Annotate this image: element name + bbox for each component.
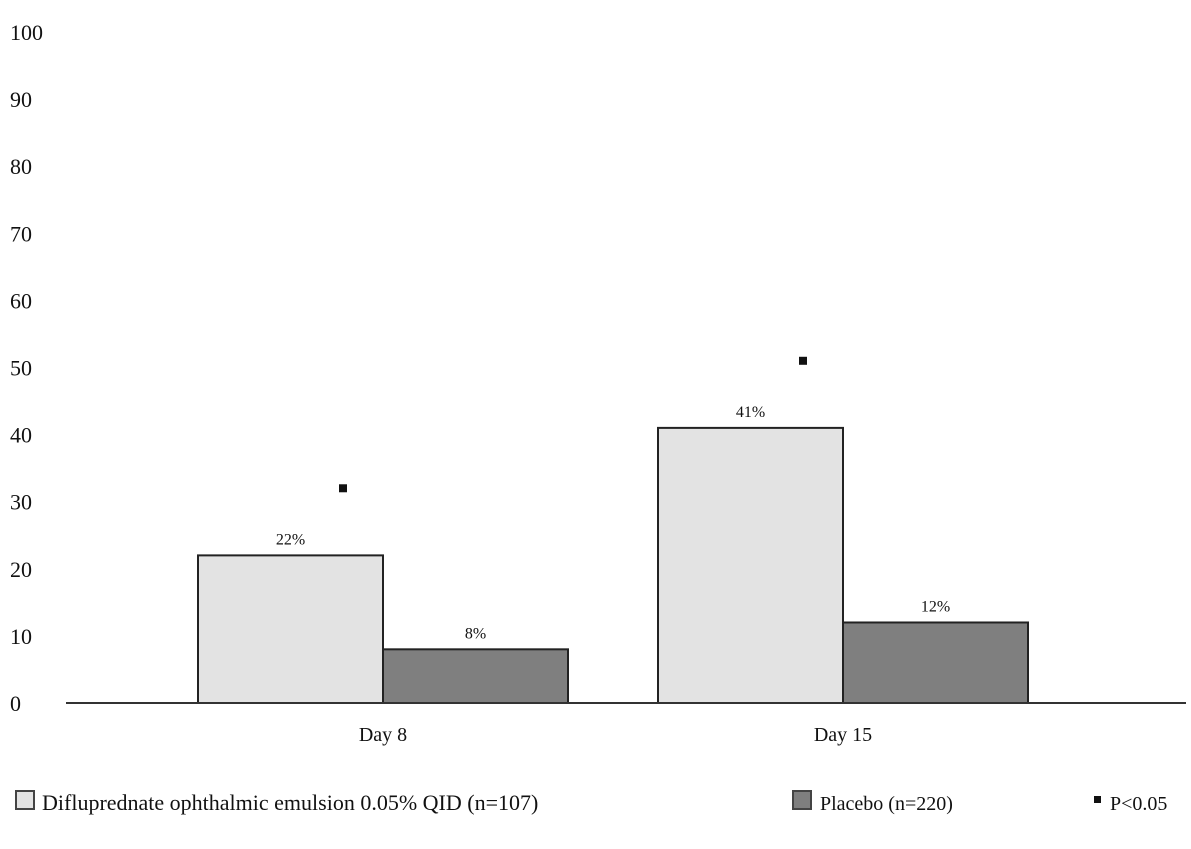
y-tick-label: 10 — [10, 624, 32, 649]
data-label: 41% — [736, 404, 765, 421]
legend-significance-label: P<0.05 — [1110, 793, 1167, 815]
placebo-bar — [842, 621, 1029, 704]
x-axis: Day 8 Day 15 — [66, 702, 1186, 746]
y-tick-label: 60 — [10, 288, 32, 313]
y-tick-label: 20 — [10, 557, 32, 582]
significance-marker — [799, 356, 807, 365]
legend-label-difluprednate: Difluprednate ophthalmic emulsion 0.05% … — [42, 790, 538, 815]
y-tick-label: 0 — [10, 691, 21, 716]
bars — [197, 426, 1029, 705]
x-tick-label: Day 15 — [814, 724, 872, 746]
significance-markers — [339, 356, 807, 493]
difluprednate-bar — [657, 426, 844, 704]
legend-significance-marker — [1094, 796, 1101, 803]
y-tick-label: 90 — [10, 87, 32, 112]
y-axis: 0 10 20 30 40 50 60 70 80 90 100 — [10, 20, 43, 716]
y-tick-label: 30 — [10, 490, 32, 515]
legend-swatch-difluprednate — [15, 790, 35, 810]
difluprednate-bar — [197, 554, 384, 704]
y-tick-label: 40 — [10, 423, 32, 448]
y-tick-label: 100 — [10, 20, 43, 45]
placebo-bar — [382, 648, 569, 705]
legend: Difluprednate ophthalmic emulsion 0.05% … — [15, 790, 1167, 815]
y-tick-label: 80 — [10, 154, 32, 179]
data-label: 22% — [276, 531, 305, 548]
y-tick-label: 70 — [10, 221, 32, 246]
legend-swatch-placebo — [792, 790, 812, 810]
y-tick-label: 50 — [10, 356, 32, 381]
x-tick-label: Day 8 — [359, 724, 407, 746]
data-labels: 22% 8% 41% 12% — [276, 404, 950, 642]
significance-marker — [339, 484, 347, 493]
data-label: 12% — [921, 598, 950, 615]
legend-label-placebo: Placebo (n=220) — [820, 793, 953, 815]
data-label: 8% — [465, 625, 486, 642]
